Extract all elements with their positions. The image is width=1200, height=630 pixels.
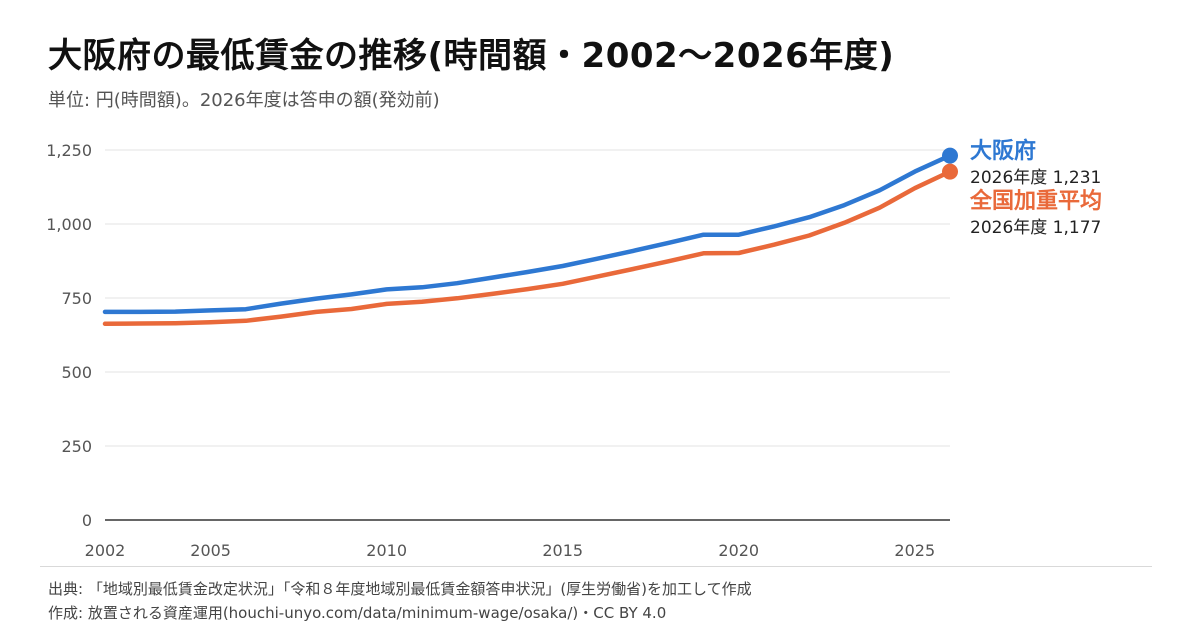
x-tick-label: 2025 [894,541,935,560]
footer-divider [40,566,1152,567]
y-tick-label: 1,250 [46,141,92,160]
x-axis-ticks: 2002 2005 2010 2015 2020 2025 [85,541,936,560]
gridlines [105,149,950,521]
y-tick-label: 500 [61,363,92,382]
y-tick-label: 1,000 [46,215,92,234]
x-tick-label: 2005 [190,541,231,560]
series-name-label: 全国加重平均 [969,188,1102,214]
x-tick-label: 2015 [542,541,583,560]
chart-subtitle: 単位: 円(時間額)。2026年度は答申の額(発効前) [48,90,440,111]
series-line [102,153,953,315]
x-tick-label: 2020 [718,541,759,560]
series-line [102,169,953,327]
x-tick-label: 2002 [85,541,126,560]
x-tick-label: 2010 [366,541,407,560]
y-tick-label: 750 [61,289,92,308]
series-lines [102,147,958,327]
series-end-point [942,163,958,180]
chart-title: 大阪府の最低賃金の推移(時間額・2002〜2026年度) [48,36,895,76]
series-name-label: 大阪府 [970,138,1036,164]
y-tick-label: 250 [61,437,92,456]
series-end-point [942,147,958,164]
credit-note: 作成: 放置される資産運用(houchi-unyo.com/data/minim… [48,604,667,622]
series-value-label: 2026年度 1,177 [970,218,1101,238]
series-value-label: 2026年度 1,231 [970,168,1101,188]
y-axis-ticks: 0 250 500 750 1,000 1,250 [46,141,92,530]
source-note: 出典: 「地域別最低賃金改定状況」「令和８年度地域別最低賃金額答申状況」(厚生労… [48,580,752,598]
y-tick-label: 0 [82,511,92,530]
